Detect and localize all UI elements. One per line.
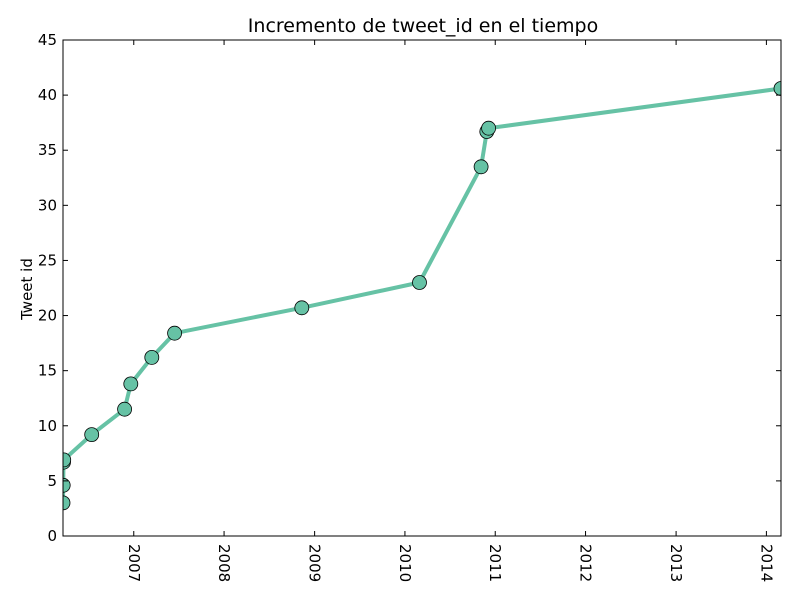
data-point: [84, 427, 100, 443]
data-point: [294, 300, 310, 316]
x-tick-label: 2008: [215, 544, 233, 582]
x-tick-label: 2009: [306, 544, 324, 582]
y-tick-label: 10: [38, 417, 57, 435]
data-point: [773, 81, 781, 96]
y-tick-label: 15: [38, 362, 57, 380]
data-point: [167, 325, 183, 341]
y-axis-label: Tweet id: [18, 258, 36, 321]
data-point: [123, 376, 139, 392]
data-point: [144, 349, 160, 365]
data-point: [481, 120, 497, 136]
data-point: [63, 452, 72, 468]
x-tick-label: 2007: [125, 544, 143, 582]
x-tick-label: 2012: [577, 544, 595, 582]
series-line: [63, 86, 781, 503]
y-tick-label: 40: [38, 86, 57, 104]
plot-frame: [62, 39, 782, 537]
plot-area: [63, 81, 781, 511]
y-tick-label: 5: [47, 472, 57, 490]
y-tick-label: 45: [38, 31, 57, 49]
data-point: [412, 275, 427, 290]
data-point: [117, 401, 132, 417]
x-tick-label: 2010: [396, 544, 414, 582]
x-tick-label: 2011: [486, 544, 504, 582]
x-tick-label: 2013: [667, 544, 685, 582]
data-point: [63, 495, 71, 511]
y-tick-label: 20: [38, 307, 57, 325]
x-tick-label: 2014: [757, 544, 775, 582]
y-tick-label: 25: [38, 251, 57, 269]
data-point: [473, 159, 489, 175]
y-tick-label: 0: [47, 527, 57, 545]
chart-title: Incremento de tweet_id en el tiempo: [248, 15, 598, 37]
y-tick-label: 35: [38, 141, 57, 159]
y-tick-label: 30: [38, 196, 57, 214]
